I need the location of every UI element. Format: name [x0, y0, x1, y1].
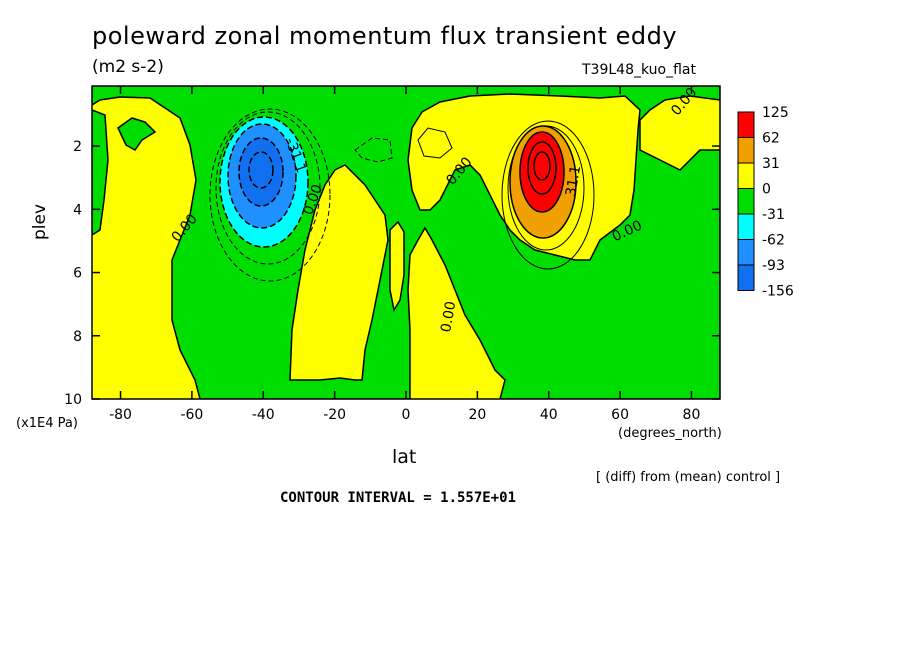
x-tick-label: -40	[252, 407, 275, 423]
solid-loop-nh	[417, 127, 453, 159]
colorbar-swatch	[737, 213, 755, 240]
chart-title: poleward zonal momentum flux transient e…	[92, 22, 678, 50]
negative-island-left	[117, 117, 157, 151]
colorbar: 125 62 31 0 -31 -62 -93 -156	[737, 105, 794, 300]
colorbar-label: 0	[762, 182, 771, 198]
positive-core-62	[519, 131, 565, 213]
contour-interval: CONTOUR INTERVAL = 1.557E+01	[280, 490, 517, 506]
colorbar-label: 31	[762, 156, 780, 172]
positive-core-93	[527, 141, 557, 195]
y-tick-label: 4	[73, 202, 82, 218]
contour-field	[92, 86, 720, 399]
dashed-loop-center	[354, 137, 393, 163]
colorbar-label: 62	[762, 131, 780, 147]
colorbar-swatch	[737, 239, 755, 266]
x-tick-label: -60	[180, 407, 203, 423]
positive-region-eq	[389, 220, 405, 313]
colorbar-swatch	[737, 188, 755, 215]
colorbar-swatch	[737, 264, 755, 291]
y-axis: 2 4 6 8 10	[64, 139, 720, 408]
x-tick-label: 0	[402, 407, 411, 423]
y-tick-label: 6	[73, 266, 82, 282]
colorbar-label: -31	[762, 207, 785, 223]
x-tick-label: 20	[468, 407, 486, 423]
run-name: T39L48_kuo_flat	[582, 62, 696, 78]
x-axis-unit: (degrees_north)	[618, 426, 722, 441]
diff-note: [ (diff) from (mean) control ]	[596, 470, 781, 485]
colorbar-label: -62	[762, 233, 785, 249]
colorbar-label: -156	[762, 284, 794, 300]
colorbar-swatch	[737, 162, 755, 189]
y-axis-unit: (x1E4 Pa)	[16, 416, 78, 431]
x-tick-label: 60	[611, 407, 629, 423]
y-axis-label: plev	[30, 203, 50, 240]
colorbar-swatch	[737, 137, 755, 164]
chart-units: (m2 s-2)	[92, 57, 164, 77]
x-axis: -80 -60 -40 -20 0 20 40 60 80	[109, 86, 700, 423]
positive-outer-contour-2	[501, 120, 595, 270]
x-tick-label: 80	[683, 407, 701, 423]
y-tick-label: 8	[73, 329, 82, 345]
negative-region-left	[92, 109, 109, 236]
x-tick-label: 40	[540, 407, 558, 423]
y-tick-label: 10	[64, 392, 82, 408]
x-tick-label: -20	[323, 407, 346, 423]
positive-core-inner	[533, 151, 551, 181]
y-tick-label: 2	[73, 139, 82, 155]
x-axis-label: lat	[392, 446, 417, 468]
negative-core-inner	[248, 151, 274, 189]
positive-region-midlat	[289, 164, 389, 381]
contour-labels: 0.000.000.000.000.000.00-31.131.1	[169, 85, 701, 334]
x-tick-label: -80	[109, 407, 132, 423]
contour-label: 31.1	[563, 164, 584, 197]
colorbar-swatch	[737, 111, 755, 138]
negative-core-93	[238, 137, 284, 207]
negative-outer-contour	[215, 111, 321, 265]
negative-outer-contour-2	[209, 108, 331, 282]
colorbar-label: 125	[762, 105, 789, 121]
colorbar-label: -93	[762, 258, 785, 274]
contour-label: 0.00	[438, 300, 459, 333]
